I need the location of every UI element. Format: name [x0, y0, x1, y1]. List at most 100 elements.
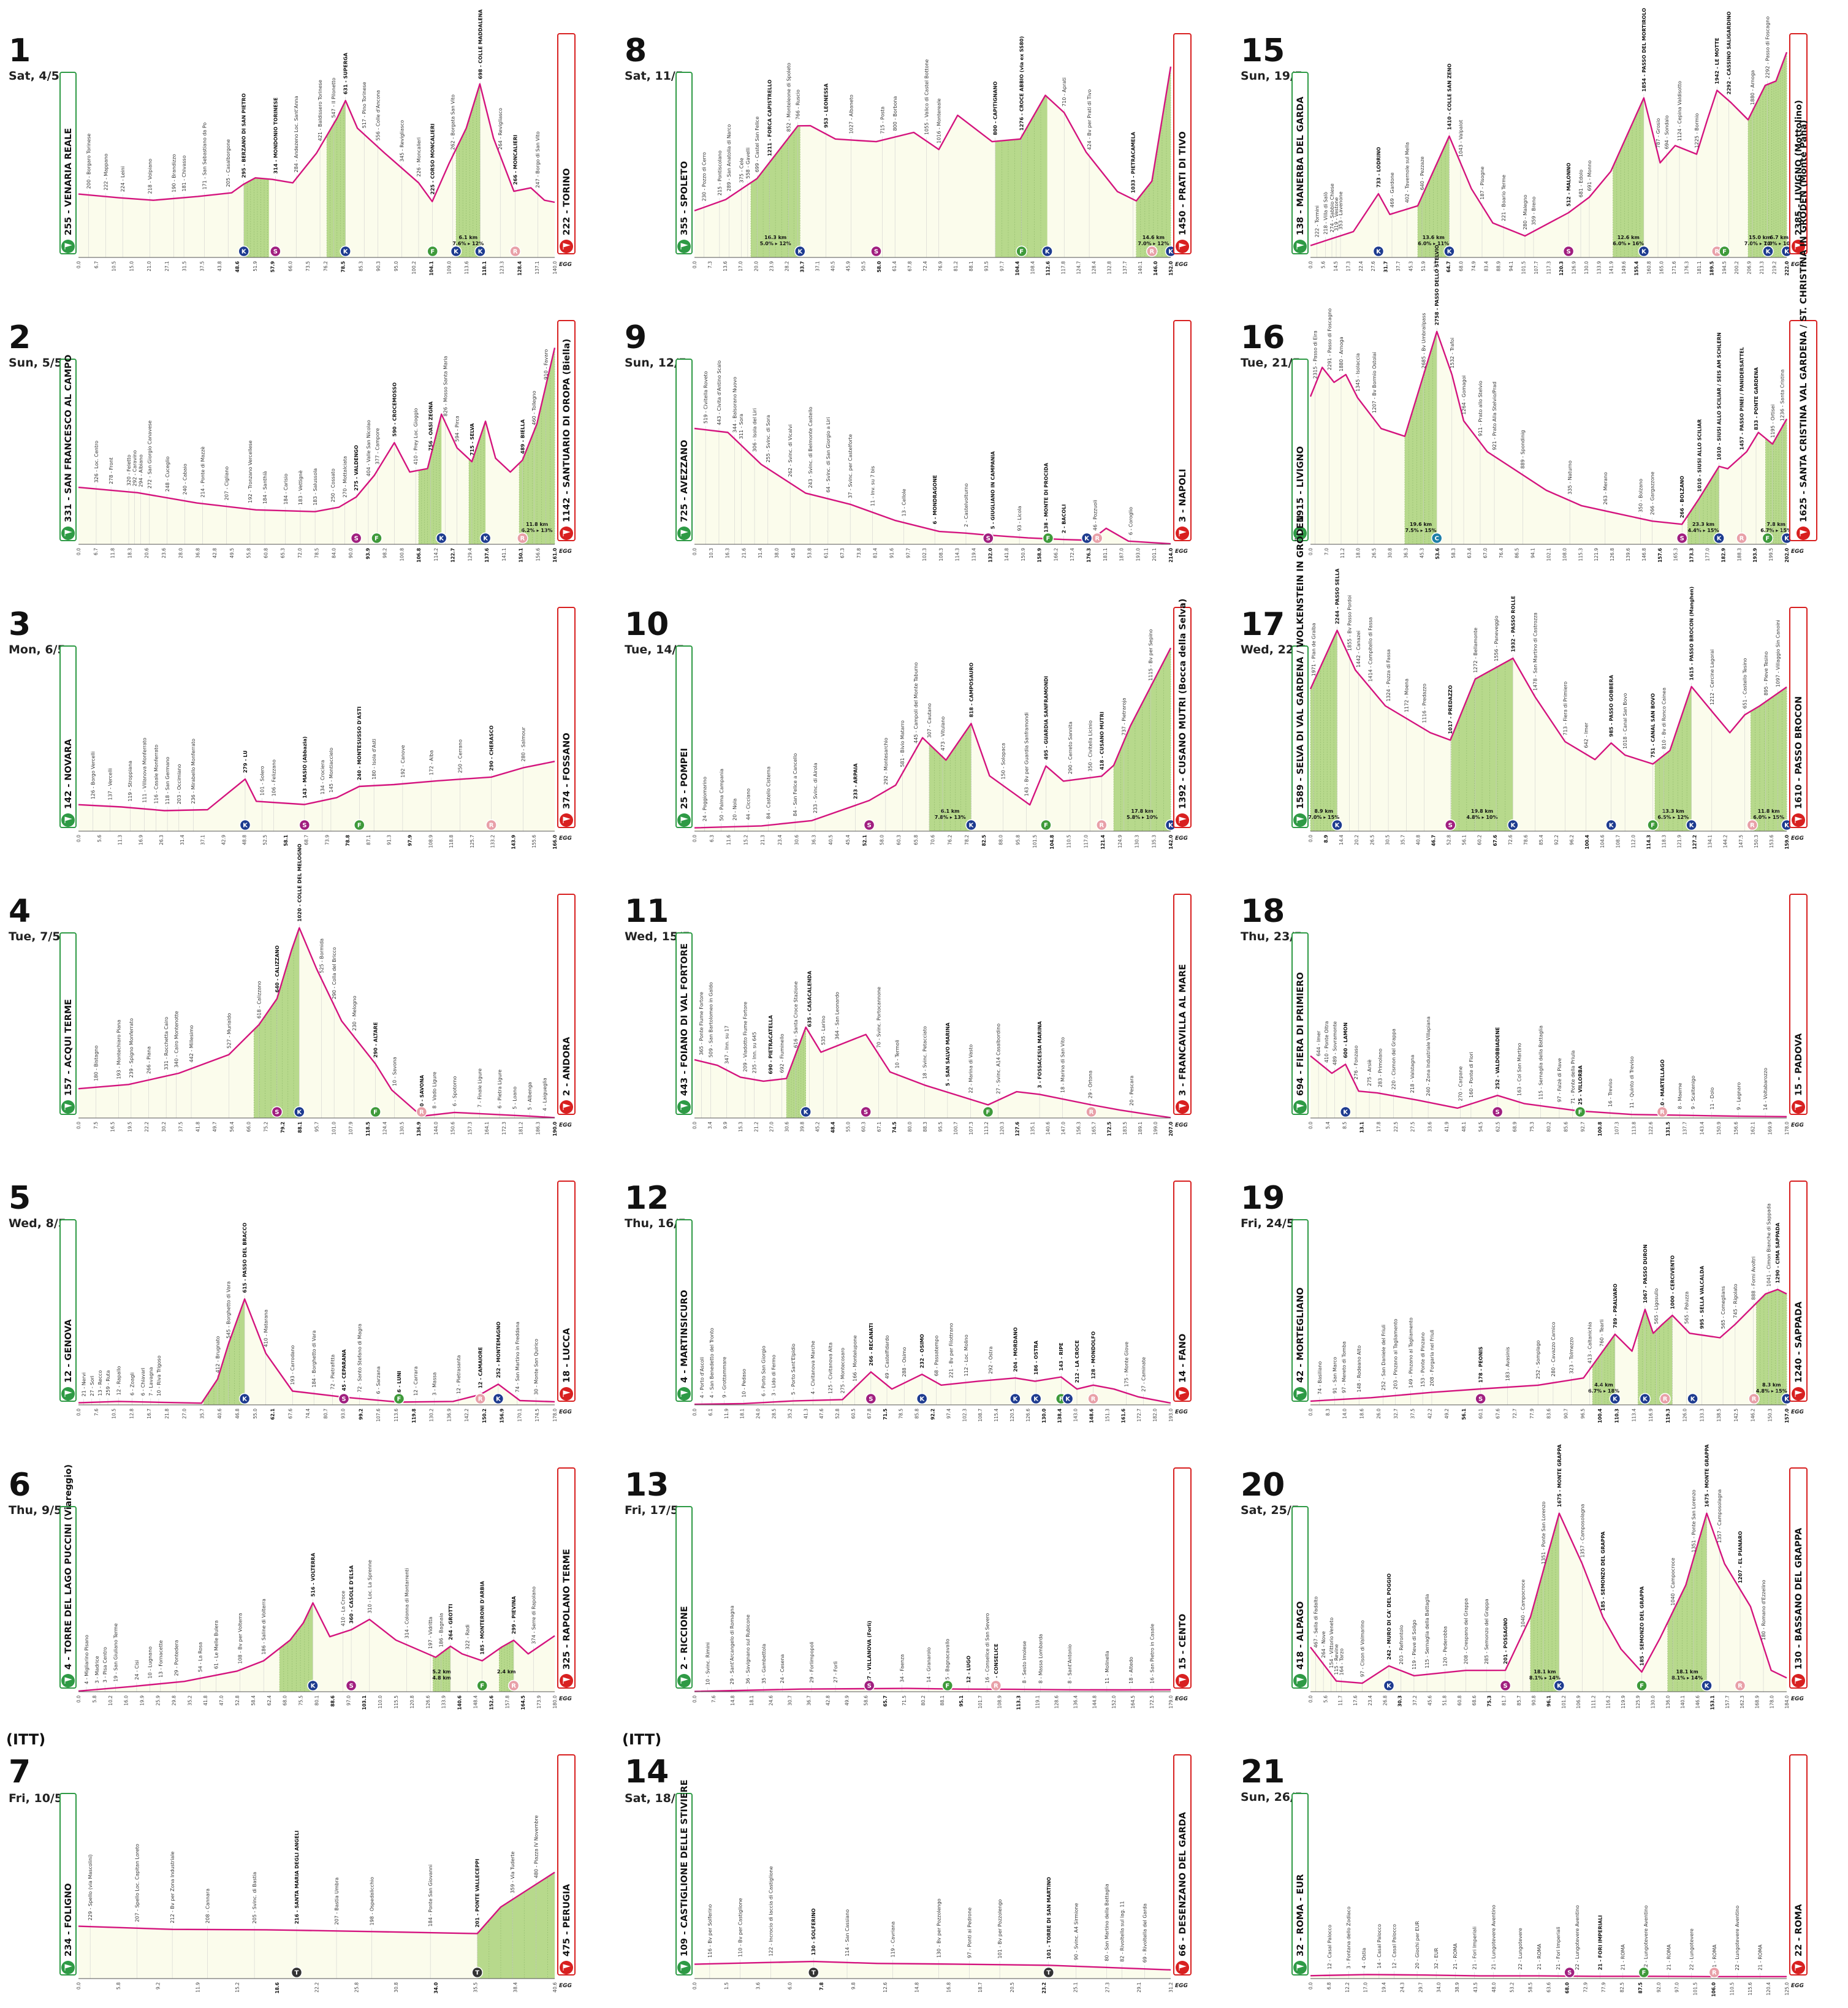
waypoint-label: 1010 - SIUSI ALLO SCILIAR / SEIS AM SCHL… — [1717, 332, 1722, 460]
finish-box — [1173, 894, 1192, 1115]
km-label: 118.3 — [1661, 835, 1667, 848]
waypoint-label: 1040 - Campocroce — [1520, 1580, 1526, 1627]
waypoint-label: 235 - Inn. su 645 — [752, 1032, 758, 1073]
waypoint-label: 789 - PRALVARO — [1613, 1284, 1618, 1328]
km-label: 123.3 — [500, 261, 505, 275]
climb-length: 17.8 km — [1131, 808, 1153, 814]
waypoint-label: 276 - Fonzaso — [1353, 1045, 1359, 1079]
marker-letter: C — [1435, 536, 1439, 542]
km-label: 136.9 — [416, 1122, 422, 1136]
km-label: 165.3 — [1673, 548, 1679, 561]
start-box — [1291, 359, 1309, 541]
km-label: 106.8 — [416, 548, 422, 563]
km-label: 18.7 — [978, 1982, 983, 1993]
marker-letter: K — [1386, 1683, 1392, 1690]
start-town: 1915 - LIVIGNO — [1291, 359, 1309, 541]
km-label: 68.0 — [1458, 261, 1464, 272]
waypoint-label: 10 - Savona — [392, 1057, 397, 1086]
marker-badge: K — [1081, 532, 1093, 544]
km-label: 101.5 — [1693, 1982, 1698, 1996]
stage-number: 8 — [625, 32, 647, 69]
km-label: 76.2 — [323, 261, 329, 272]
waypoint-label: 421 - Baldissero Torinese — [318, 80, 323, 141]
waypoint-label: 221 - Bv per Filottrano — [949, 1323, 954, 1378]
waypoint-label: 205 - Casalborgone — [226, 139, 231, 187]
start-town: 443 - FOIANO DI VAL FORTORE — [675, 932, 693, 1115]
km-label: 21.8 — [164, 1409, 170, 1419]
marker-badge: F — [982, 1106, 994, 1118]
marker-badge: S — [865, 1393, 877, 1405]
km-label: 179.0 — [1168, 1695, 1174, 1709]
waypoint-label: 5 - SAN SALVO MARINA — [945, 1022, 951, 1086]
marker-circle — [1331, 819, 1343, 831]
km-label: 0.0 — [692, 548, 698, 555]
flag-icon — [64, 1103, 72, 1110]
km-label: 136.0 — [1665, 1695, 1671, 1709]
km-label: 6.7 — [93, 548, 99, 555]
km-label: 68.7 — [304, 835, 310, 845]
marker-letter: T — [1046, 1970, 1051, 1977]
waypoint-label: 635 - CASACALENDA — [807, 970, 813, 1027]
finish-town-name: 374 - FOSSANO — [562, 732, 572, 809]
km-label: 67.0 — [1483, 548, 1488, 558]
finish-town-name: 14 - FANO — [1178, 1334, 1188, 1383]
km-label: 125.7 — [470, 835, 475, 848]
waypoint-label: 266 - MONCALIERI — [513, 135, 519, 185]
km-label: 1.5 — [724, 1982, 729, 1990]
marker-letter: K — [1613, 1396, 1618, 1403]
waypoint-label: 171 - San Sebastiano da Po — [202, 123, 207, 190]
km-label: 38.0 — [774, 548, 780, 558]
waypoint-label: 110 - Bv per Castiglione — [738, 1898, 743, 1957]
start-town: 355 - SPOLETO — [675, 72, 693, 254]
km-label: 155.4 — [1634, 261, 1640, 276]
waypoint-label: 120 - Pederobba — [1443, 1626, 1448, 1667]
km-label: 202.0 — [1784, 548, 1790, 563]
km-label: 47.6 — [819, 1409, 824, 1419]
waypoint-label: 138 - MONTE DI PROCIDA — [1044, 462, 1049, 532]
waypoint-label: 164 - Tarzo — [1339, 1648, 1345, 1675]
waypoint-label: 4 - Laigueglia — [542, 1078, 548, 1111]
km-label: 86.5 — [1515, 548, 1520, 558]
km-label: 73.8 — [856, 548, 862, 558]
waypoint-label: 516 - VOLTERRA — [310, 1553, 316, 1597]
climb-gradient: 5.8% ▸ 10% — [1127, 815, 1158, 820]
waypoint-label: 240 - MONTESUSSO D'ASTI — [357, 707, 362, 780]
km-label: 27.0 — [182, 1409, 188, 1419]
km-label: 108.4 — [1030, 261, 1035, 275]
flag-icon — [680, 1390, 688, 1397]
km-label: 30.6 — [794, 835, 800, 845]
marker-letter: K — [454, 249, 459, 256]
waypoint-label: 616 - Santa Croce Stazione — [793, 981, 799, 1048]
marker-circle — [1444, 819, 1456, 831]
waypoint-label: 852 - Monteleone di Spoleto — [786, 63, 791, 132]
km-label: 78.5 — [341, 261, 346, 273]
marker-badge: S — [863, 819, 875, 831]
km-label: 166.2 — [1053, 548, 1059, 561]
waypoint-label: 187 - Pisogne — [1480, 166, 1485, 199]
marker-letter: R — [1738, 1683, 1743, 1690]
waypoint-label: 2292 - Passo di Foscagno — [1765, 17, 1771, 78]
waypoint-label: 6 - Chiavari — [140, 1367, 146, 1396]
profile-area — [694, 428, 1171, 544]
km-label: 3.4 — [707, 1122, 713, 1129]
flag-icon — [1179, 816, 1187, 823]
marker-circle — [508, 1679, 520, 1692]
waypoint-label: 9 - Legnaro — [1736, 1082, 1741, 1110]
finish-town: 2385 - LIVIGNO (Mottolino) — [1789, 33, 1808, 254]
km-label: 24.6 — [768, 1695, 774, 1706]
km-label: 110.5 — [1729, 1982, 1735, 1996]
km-label: 96.5 — [1580, 1409, 1586, 1419]
marker-badge: R — [416, 1106, 428, 1118]
km-label: 11.6 — [726, 835, 732, 845]
waypoint-label: 115 - Revine — [1334, 1644, 1339, 1675]
km-label: 107.6 — [376, 1409, 381, 1422]
marker-badge: K — [1507, 819, 1519, 831]
waypoint-label: 631 - SUPERGA — [343, 52, 349, 94]
marker-badge: R — [485, 819, 497, 831]
waypoint-label: 222 - Tormini — [1315, 205, 1320, 237]
km-label: 51.9 — [1421, 261, 1426, 272]
km-label: 85.7 — [1516, 1695, 1522, 1706]
waypoint-label: 1457 - PASSO PINEI / PANIDERSATTEL — [1740, 347, 1745, 450]
waypoint-label: 209 - Viadotto Fiume Fortore — [743, 1002, 748, 1072]
